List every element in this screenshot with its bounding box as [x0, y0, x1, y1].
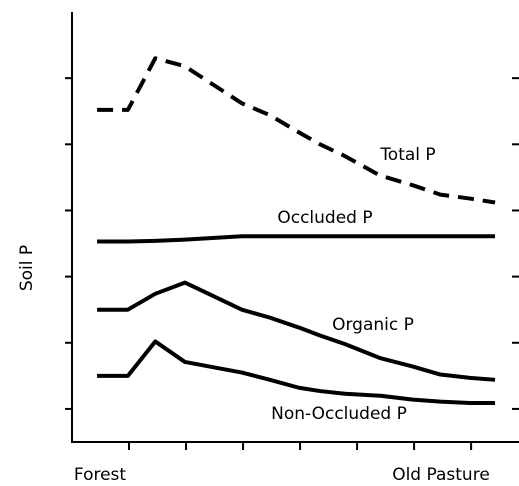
- series-label: Non-Occluded P: [271, 404, 407, 424]
- x-start-label: Forest: [74, 465, 127, 485]
- series-line: [97, 339, 496, 405]
- series-line: [97, 280, 496, 382]
- series-label: Organic P: [332, 315, 414, 335]
- series-line: [97, 56, 496, 205]
- x-end-label: Old Pasture: [392, 465, 490, 485]
- y-axis-label: Soil P: [17, 245, 37, 291]
- series-label: Total P: [379, 145, 435, 165]
- series-line: [97, 234, 496, 244]
- series-label: Occluded P: [277, 208, 372, 228]
